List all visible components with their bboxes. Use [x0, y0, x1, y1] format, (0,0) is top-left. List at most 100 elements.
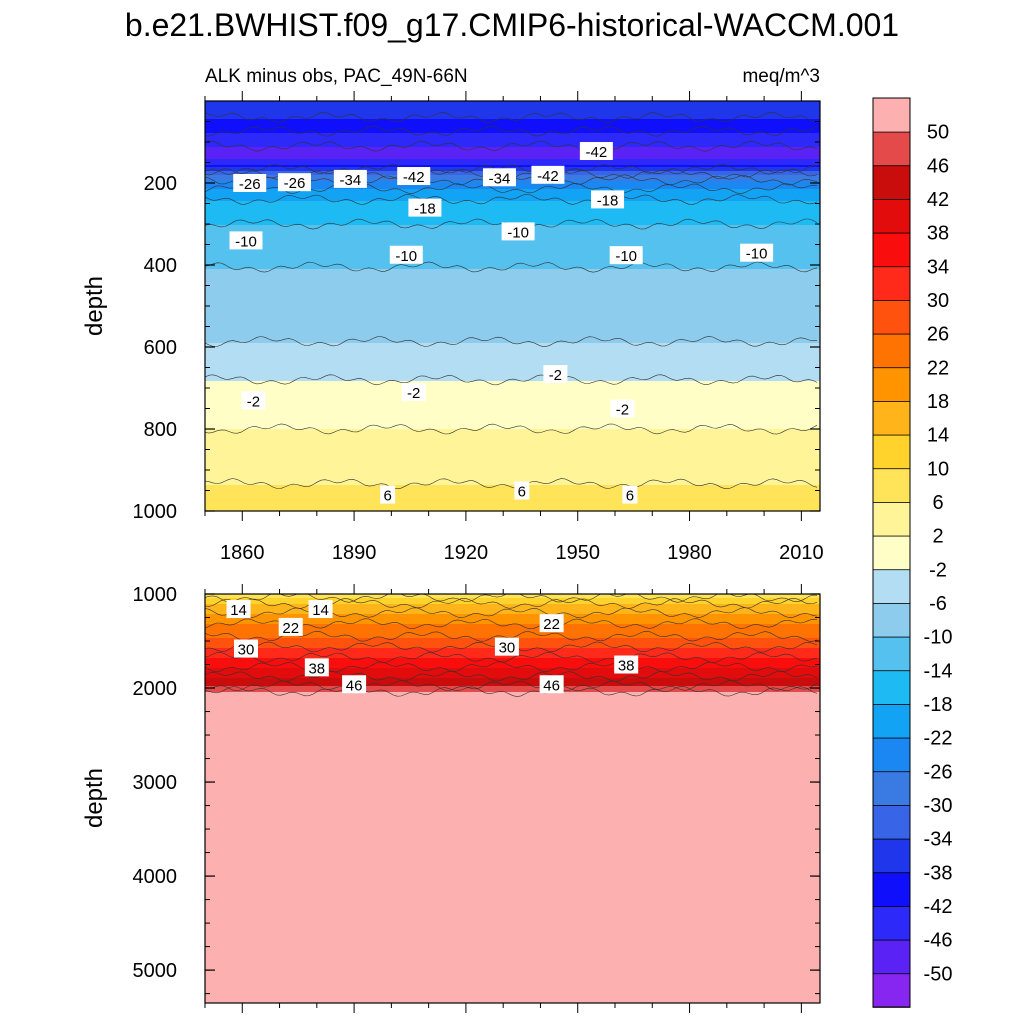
top-y-axis-label: depth — [81, 276, 108, 336]
contour-band — [205, 307, 820, 310]
contour-band — [205, 912, 820, 915]
contour-band — [205, 708, 820, 711]
contour-band — [205, 790, 820, 793]
contour-band — [205, 872, 820, 875]
colorbar-label: 18 — [927, 391, 949, 413]
x-tick-label: 1860 — [220, 542, 265, 564]
contour-line — [205, 163, 818, 175]
contour-band — [205, 375, 820, 378]
contour-band — [205, 465, 820, 468]
contour-label: -34 — [340, 172, 362, 189]
contour-band — [205, 485, 820, 488]
contour-band — [205, 367, 820, 370]
colorbar-label: -10 — [924, 627, 953, 649]
bottom-y-axis-label: depth — [81, 768, 108, 828]
contour-band — [205, 754, 820, 757]
colorbar-box — [872, 232, 911, 268]
contour-band — [205, 958, 820, 961]
contour-band — [205, 451, 820, 454]
contour-band — [205, 495, 820, 498]
contour-band — [205, 1000, 820, 1003]
colorbar-box — [872, 299, 911, 335]
contour-band — [205, 734, 820, 737]
contour-band — [205, 281, 820, 284]
colorbar-label: 34 — [927, 256, 949, 278]
colorbar-box — [872, 265, 911, 301]
contour-label: 38 — [308, 660, 325, 677]
contour-band — [205, 916, 820, 919]
colorbar-label: 50 — [927, 122, 949, 144]
contour-band — [205, 794, 820, 797]
contour-band — [205, 129, 820, 132]
contour-band — [205, 852, 820, 855]
colorbar-label: 38 — [927, 223, 949, 245]
contour-band — [205, 894, 820, 897]
colorbar-box — [872, 198, 911, 234]
contour-label: 22 — [282, 620, 299, 637]
contour-band — [205, 265, 820, 268]
contour-band — [205, 475, 820, 478]
contour-band — [205, 413, 820, 416]
colorbar-label: -6 — [929, 593, 947, 615]
contour-band — [205, 732, 820, 735]
contour-band — [205, 712, 820, 715]
contour-label-bg — [494, 637, 519, 656]
contour-band — [205, 467, 820, 470]
contour-band — [205, 377, 820, 380]
contour-label-bg — [229, 231, 263, 250]
contour-band — [205, 602, 820, 605]
contour-band — [205, 964, 820, 967]
contour-band — [205, 201, 820, 204]
contour-band — [205, 159, 820, 162]
contour-label: 30 — [238, 642, 255, 659]
contour-band — [205, 792, 820, 795]
contour-band — [205, 748, 820, 751]
contour-band — [205, 928, 820, 931]
colorbar-label: 42 — [927, 189, 949, 211]
x-tick-label: 2010 — [779, 542, 824, 564]
contour-band — [205, 403, 820, 406]
contour-band — [205, 437, 820, 440]
contour-band — [205, 461, 820, 464]
colorbar-label: -46 — [924, 930, 953, 952]
contour-band — [205, 988, 820, 991]
contour-band — [205, 628, 820, 631]
contour-band — [205, 353, 820, 356]
contour-band — [205, 135, 820, 138]
contour-band — [205, 131, 820, 134]
contour-band — [205, 101, 820, 104]
contour-band — [205, 940, 820, 943]
contour-label: 46 — [346, 677, 363, 694]
x-tick-label: 1980 — [667, 542, 712, 564]
contour-label: -2 — [247, 393, 260, 410]
colorbar-label: -30 — [924, 795, 953, 817]
y-tick-label: 4000 — [133, 866, 178, 888]
contour-band — [205, 698, 820, 701]
contour-band — [205, 275, 820, 278]
contour-band — [205, 676, 820, 679]
contour-band — [205, 127, 820, 130]
contour-band — [205, 908, 820, 911]
contour-band — [205, 900, 820, 903]
contour-band — [205, 758, 820, 761]
contour-band — [205, 786, 820, 789]
contour-label-bg — [408, 198, 442, 217]
colorbar-box — [872, 568, 911, 604]
contour-band — [205, 189, 820, 192]
top-plot-area: -26 -26 -34 -42 -34 -42-42-18 -18-10-10-10-10-… — [133, 91, 824, 564]
contour-band — [205, 401, 820, 404]
y-tick-label: 200 — [144, 173, 177, 195]
contour-band — [205, 393, 820, 396]
contour-band — [205, 918, 820, 921]
contour-label: -18 — [414, 201, 436, 218]
contour-field: 14 14 22 22 30 30 38 38 46 46 — [205, 594, 820, 1003]
contour-line — [205, 111, 818, 123]
contour-band — [205, 870, 820, 873]
colorbar-box — [872, 770, 911, 806]
contour-band — [205, 245, 820, 248]
contour-band — [205, 341, 820, 344]
contour-band — [205, 119, 820, 122]
contour-band — [205, 473, 820, 476]
contour-band — [205, 768, 820, 771]
contour-band — [205, 199, 820, 202]
